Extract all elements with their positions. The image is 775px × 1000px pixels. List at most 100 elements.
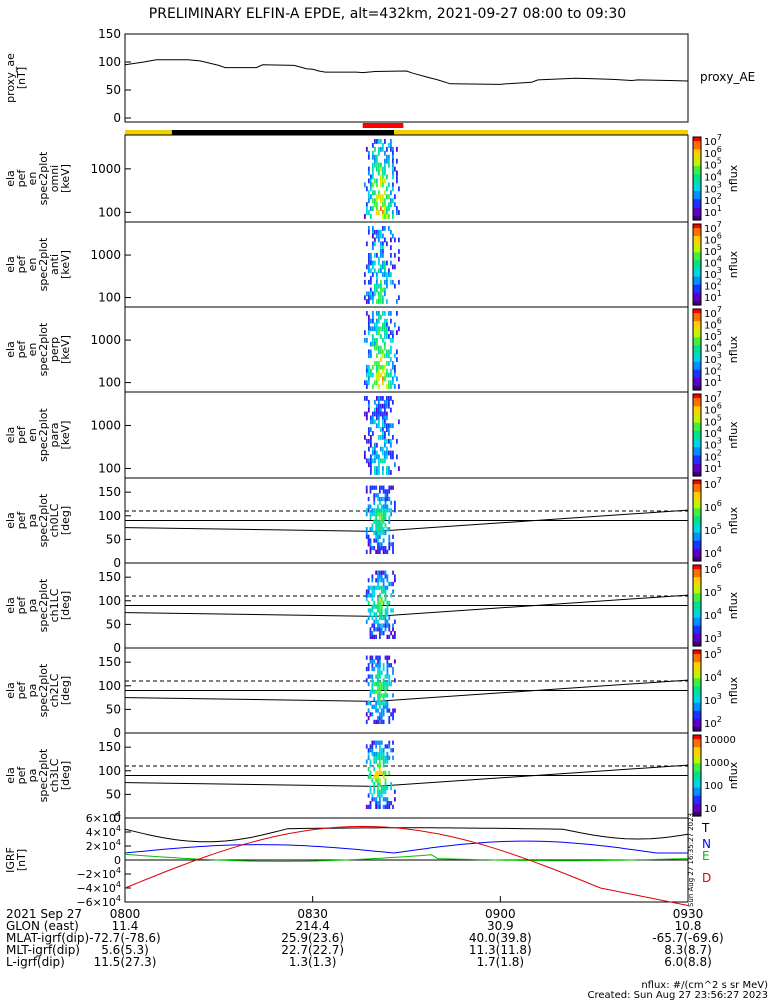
pitch-angle-cell <box>382 519 385 524</box>
spectrogram-cell <box>379 245 382 250</box>
pitch-angle-cell <box>373 589 376 594</box>
pitch-angle-cell <box>380 755 383 760</box>
spectrogram-cell <box>363 450 366 456</box>
spectrogram-cell <box>389 450 392 456</box>
spectrogram-cell <box>391 174 394 180</box>
pitch-angle-cell <box>367 767 370 772</box>
spectrogram-cell <box>367 380 370 386</box>
pitch-angle-colorbar-swatch <box>693 728 701 732</box>
pitch-angle-ytick-label: 150 <box>98 485 121 499</box>
pitch-angle-colorbar-tick: 100 <box>704 781 723 792</box>
pitch-angle-cell <box>377 659 379 664</box>
spectrogram-colorbar-swatch <box>693 296 701 300</box>
pitch-angle-cell <box>373 623 376 628</box>
pitch-angle-cell <box>378 631 381 636</box>
pitch-angle-cell <box>378 549 381 555</box>
spectrogram-cell <box>365 337 368 343</box>
footer-row-label: L-igrf(dip) <box>6 955 65 969</box>
pitch-angle-cell <box>365 489 368 494</box>
spectrogram-colorbar-tick: 101 <box>704 374 722 389</box>
pitch-angle-cell <box>382 697 385 702</box>
pitch-angle-cell <box>367 663 370 668</box>
spectrogram-frame <box>124 221 689 308</box>
spectrogram-colorbar-swatch <box>693 400 701 403</box>
pitch-angle-cell <box>382 496 385 502</box>
spectrogram-cell <box>387 268 390 274</box>
pitch-angle-cell <box>377 708 379 713</box>
spectrogram-cell <box>383 206 386 211</box>
pitch-angle-cell <box>386 612 389 617</box>
pitch-angle-cell <box>373 659 376 664</box>
spectrogram-cell <box>391 166 394 172</box>
spectrogram-cell <box>369 252 372 258</box>
pitch-angle-cell <box>371 712 374 717</box>
pitch-angle-cell <box>380 700 383 706</box>
spectrogram-colorbar-swatch <box>693 383 701 387</box>
spectrogram-cell <box>371 226 374 231</box>
pitch-angle-cell <box>373 789 376 794</box>
pitch-angle-cell <box>384 500 387 505</box>
spectrogram-cell <box>393 264 396 270</box>
pitch-angle-colorbar-swatch <box>693 506 701 509</box>
pitch-angle-cell <box>371 585 374 590</box>
pitch-angle-colorbar-tick: 104 <box>704 607 722 622</box>
pitch-angle-cell <box>377 581 379 587</box>
pitch-angle-colorbar-swatch <box>693 633 701 637</box>
pitch-angle-cell <box>380 530 383 536</box>
spectrogram-colorbar-swatch <box>693 335 701 338</box>
spectrogram-cell <box>377 364 380 370</box>
pitch-angle-colorbar-swatch <box>693 556 701 560</box>
pitch-angle-cell <box>365 534 368 539</box>
pitch-angle-cell <box>378 489 381 494</box>
pitch-angle-cell <box>375 663 378 668</box>
pitch-angle-colorbar-swatch <box>693 767 701 771</box>
spectrogram-colorbar-swatch <box>693 375 701 379</box>
igrf-series-e <box>124 853 689 862</box>
spectrogram-colorbar-swatch <box>693 213 701 217</box>
pitch-angle-colorbar-swatch <box>693 656 701 659</box>
pitch-angle-cell <box>367 504 370 509</box>
pitch-angle-cell <box>386 508 389 513</box>
pitch-angle-ylabel-line: pa <box>26 514 39 528</box>
pitch-angle-cell <box>373 740 376 745</box>
spectrogram-colorbar-label: nflux <box>727 250 740 278</box>
spectrogram-cell <box>389 202 392 208</box>
spectrogram-cell <box>381 272 384 277</box>
pitch-angle-cell <box>390 785 393 791</box>
pitch-angle-cell <box>382 751 385 757</box>
spectrogram-colorbar-swatch <box>693 365 701 369</box>
spectrogram-cell <box>371 229 374 235</box>
pitch-angle-colorbar-swatch <box>693 532 701 536</box>
pitch-angle-cell <box>373 500 376 505</box>
spectrogram-colorbar-swatch <box>693 149 701 153</box>
spectrogram-colorbar-swatch <box>693 321 701 324</box>
pitch-angle-cell <box>378 797 381 802</box>
pitch-angle-cell <box>375 708 378 713</box>
pitch-angle-colorbar-label: nflux <box>727 761 740 789</box>
pitch-angle-colorbar-swatch <box>693 791 701 795</box>
pitch-angle-cell <box>371 523 374 528</box>
spectrogram-cell <box>365 299 368 304</box>
pitch-angle-cell <box>380 496 383 502</box>
spectrogram-cell <box>365 206 368 211</box>
pitch-angle-cell <box>388 538 391 543</box>
spectrogram-colorbar-swatch <box>693 331 701 334</box>
spectrogram-colorbar-label: nflux <box>727 335 740 363</box>
footer-row-value: 6.0(8.8) <box>664 955 712 969</box>
pitch-angle-cell <box>388 623 391 628</box>
pitch-angle-cell <box>384 627 387 632</box>
pitch-angle-cell <box>386 666 389 672</box>
pitch-angle-cell <box>380 685 383 691</box>
spectrogram-colorbar-swatch <box>693 457 701 461</box>
spectrogram-colorbar-swatch <box>693 180 701 184</box>
spectrogram-colorbar-swatch <box>693 333 701 336</box>
pitch-angle-colorbar-swatch <box>693 710 701 714</box>
pitch-angle-cell <box>382 770 385 776</box>
pitch-angle-cell <box>375 619 378 624</box>
spectrogram-cell <box>381 182 384 188</box>
spectrogram-colorbar-swatch <box>693 170 701 173</box>
pitch-angle-cell <box>384 782 387 787</box>
spectrogram-cell <box>367 399 370 405</box>
pitch-angle-colorbar-swatch <box>693 502 701 505</box>
spectrogram-cell <box>373 178 376 184</box>
